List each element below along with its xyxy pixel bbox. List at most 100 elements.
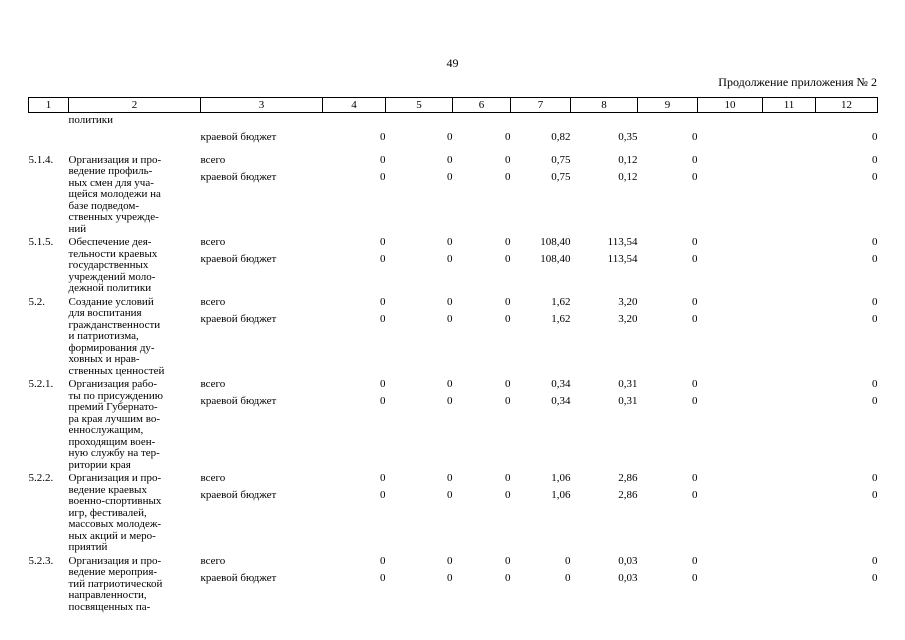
- value: [511, 115, 571, 127]
- budget-table: 1 2 3 4 5 6 7 8 9 10 11 12 политики краевой бюджет 0 0…: [28, 97, 878, 613]
- value-cell: 1,62 1,62: [511, 295, 571, 378]
- budget-level-label: краевой бюджет: [200, 253, 277, 265]
- value: 0: [872, 489, 878, 501]
- value: 0: [872, 170, 878, 183]
- value: 0,03: [618, 554, 638, 567]
- value-cell: [763, 295, 816, 378]
- value: 0: [380, 489, 386, 501]
- value: 0,34: [551, 378, 571, 390]
- column-header: 3: [200, 97, 323, 113]
- value: 1,06: [551, 472, 571, 484]
- value: 113,54: [607, 253, 638, 265]
- value: [763, 254, 816, 266]
- budget-level-label: всего: [200, 153, 226, 166]
- value: [763, 155, 816, 167]
- value: 0: [447, 312, 453, 325]
- value: 0,31: [618, 395, 638, 407]
- value-cell: [763, 377, 816, 471]
- value: 0: [380, 554, 386, 567]
- value: [698, 237, 763, 249]
- value: 0: [380, 312, 386, 325]
- value: 0: [872, 236, 878, 248]
- value-cell: 108,40 108,40: [511, 235, 571, 295]
- row-number: [29, 113, 69, 153]
- value: 2,86: [618, 489, 638, 501]
- value: 0: [872, 153, 878, 166]
- activity-name: Организация и про- ведение мероприя- тий…: [68, 554, 163, 613]
- value: 0: [872, 395, 878, 407]
- value: 0: [565, 554, 571, 567]
- budget-level-label: всего: [200, 236, 226, 248]
- column-header: 12: [815, 97, 878, 113]
- value: 0: [447, 253, 453, 265]
- row-number: 5.2.3.: [28, 554, 54, 567]
- value: 108,40: [540, 253, 571, 265]
- table-row: 5.2.2. Организация и про- ведение краевых…: [29, 471, 878, 554]
- value: [698, 115, 763, 127]
- value: 0: [692, 236, 698, 248]
- value: 0: [380, 170, 386, 183]
- value: 0: [447, 554, 453, 567]
- value: 0: [447, 378, 453, 390]
- budget-level-labels: всего краевой бюджет: [201, 554, 323, 614]
- value: [698, 396, 763, 408]
- column-header: 11: [762, 97, 816, 113]
- value: 0,34: [551, 395, 571, 407]
- value: [323, 115, 386, 127]
- table-row: 5.2. Создание условий для воспитания граж…: [29, 295, 878, 378]
- activity-name: Обеспечение дея- тельности краевых госуд…: [68, 236, 158, 294]
- row-number: 5.1.4.: [28, 153, 54, 166]
- value: 0: [447, 295, 453, 308]
- budget-level-labels: всего краевой бюджет: [201, 471, 323, 554]
- value: 0: [872, 554, 878, 567]
- value: 0: [692, 378, 698, 390]
- value: 0: [380, 472, 386, 484]
- value: [698, 379, 763, 391]
- value: 0: [692, 554, 698, 567]
- value: 0: [505, 571, 511, 584]
- column-header: 1: [28, 97, 69, 113]
- value: 0: [505, 395, 511, 407]
- value: 1,62: [551, 295, 571, 308]
- value: 0: [692, 295, 698, 308]
- value-cell: 0,34 0,34: [511, 377, 571, 471]
- budget-level-label: краевой бюджет: [200, 170, 277, 183]
- value: 0: [692, 170, 698, 183]
- value-cell: [763, 113, 816, 153]
- value-cell: 0: [453, 113, 511, 153]
- value: 0: [380, 153, 386, 166]
- value: 3,20: [618, 295, 638, 308]
- value-cell: 0: [638, 113, 698, 153]
- value: 1,06: [551, 489, 571, 501]
- value-cell: [698, 235, 763, 295]
- value-cell: [763, 554, 816, 614]
- value: [453, 115, 511, 127]
- value: 0: [447, 153, 453, 166]
- value: 0: [380, 395, 386, 407]
- value: 0,35: [618, 131, 638, 143]
- table-row: 5.1.4. Организация и про- ведение профиль…: [29, 153, 878, 236]
- row-number: 5.1.5.: [28, 236, 54, 248]
- value: 0: [505, 253, 511, 265]
- budget-level-labels: всего краевой бюджет: [201, 153, 323, 236]
- value-cell: [698, 554, 763, 614]
- value-cell: 3,20 3,20: [571, 295, 638, 378]
- value: [763, 379, 816, 391]
- value: [763, 115, 816, 127]
- budget-level-labels: всего краевой бюджет: [201, 377, 323, 471]
- activity-name: Организация и про- ведение профиль- ных …: [68, 153, 162, 235]
- value: 0: [447, 472, 453, 484]
- value: 0,75: [551, 153, 571, 166]
- value: 0: [505, 554, 511, 567]
- value: [763, 473, 816, 485]
